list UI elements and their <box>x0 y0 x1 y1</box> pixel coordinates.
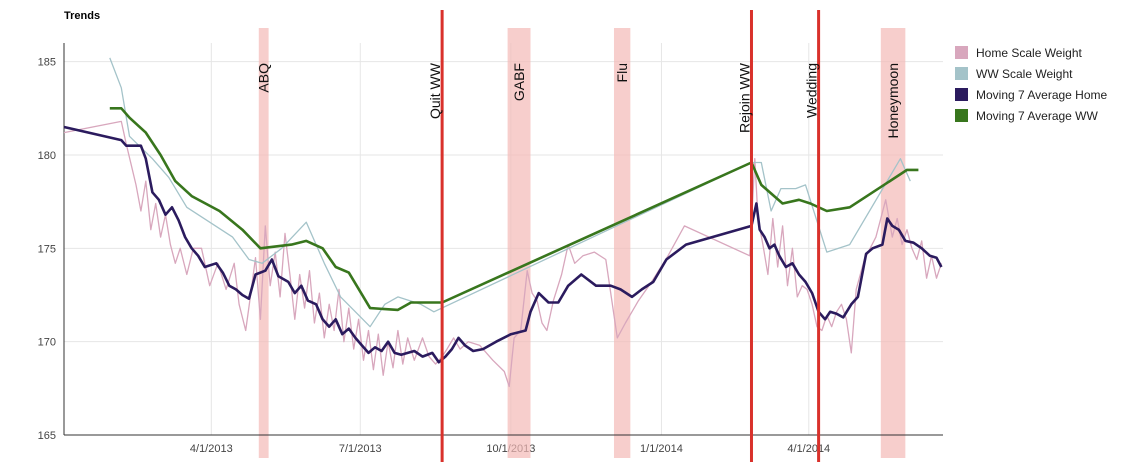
event-label-honeymoon: Honeymoon <box>885 63 901 139</box>
legend-swatch <box>955 67 968 80</box>
legend-item-moving-7-average-home: Moving 7 Average Home <box>955 84 1107 105</box>
legend-swatch <box>955 109 968 122</box>
y-tick-label: 185 <box>38 57 56 69</box>
legend-swatch <box>955 46 968 59</box>
series-line-moving-7-average-home <box>63 125 943 364</box>
series-line-ww-scale-weight <box>109 57 911 328</box>
y-tick-label: 175 <box>38 243 56 255</box>
event-band-flu <box>613 28 631 458</box>
event-label-wedding: Wedding <box>804 63 820 118</box>
x-tick-label: 7/1/2013 <box>339 443 382 455</box>
event-band-abq <box>258 28 269 458</box>
legend-label: Home Scale Weight <box>976 45 1082 60</box>
x-tick-label: 4/1/2013 <box>190 443 233 455</box>
legend-swatch <box>955 88 968 101</box>
chart-title: Trends <box>64 10 101 22</box>
event-label-abq: ABQ <box>256 63 272 93</box>
event-label-flu: Flu <box>614 63 630 82</box>
event-label-gabf: GABF <box>511 63 527 101</box>
legend-item-home-scale-weight: Home Scale Weight <box>955 42 1107 63</box>
y-tick-label: 180 <box>38 150 56 162</box>
x-tick-label: 4/1/2014 <box>787 443 830 455</box>
chart-legend: Home Scale Weight WW Scale Weight Moving 7… <box>955 42 1107 126</box>
event-label-quit-ww: Quit WW <box>427 62 443 119</box>
y-tick-label: 165 <box>38 430 56 442</box>
legend-label: WW Scale Weight <box>976 66 1073 81</box>
series-line-moving-7-average-ww <box>109 107 919 312</box>
legend-item-moving-7-average-ww: Moving 7 Average WW <box>955 105 1107 126</box>
legend-label: Moving 7 Average WW <box>976 108 1098 123</box>
x-tick-label: 1/1/2014 <box>640 443 683 455</box>
series-line-home-scale-weight <box>63 120 943 388</box>
legend-label: Moving 7 Average Home <box>976 87 1108 102</box>
y-tick-label: 170 <box>38 337 56 349</box>
event-label-rejoin-ww: Rejoin WW <box>736 62 752 133</box>
legend-item-ww-scale-weight: WW Scale Weight <box>955 63 1107 84</box>
